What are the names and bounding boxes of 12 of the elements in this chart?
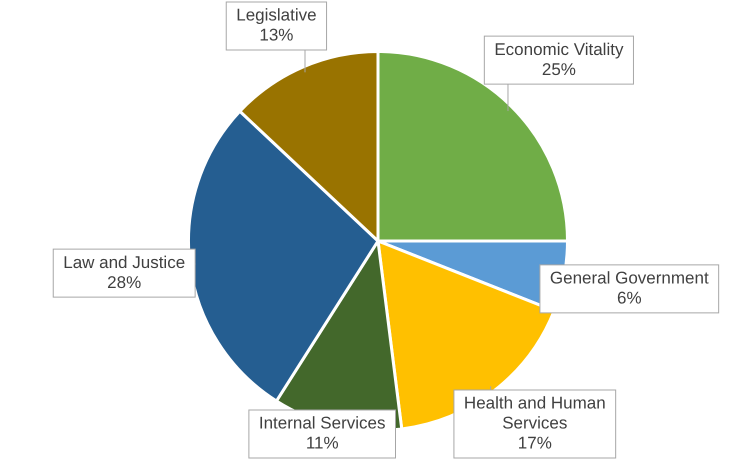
data-label: 13%: [259, 26, 294, 45]
slice-label: Economic Vitality: [494, 40, 624, 59]
data-label: 28%: [107, 272, 142, 292]
data-label: 17%: [518, 434, 552, 453]
slice-label: Internal Services: [258, 414, 386, 433]
slice-label: Health and Human Services: [464, 394, 606, 433]
data-label: 6%: [617, 288, 642, 308]
slice-label: Law and Justice: [63, 252, 186, 272]
slice-label: General Government: [550, 268, 709, 288]
data-label: 25%: [542, 60, 576, 79]
data-label: 11%: [306, 434, 339, 453]
slice-label: Legislative: [236, 6, 317, 25]
